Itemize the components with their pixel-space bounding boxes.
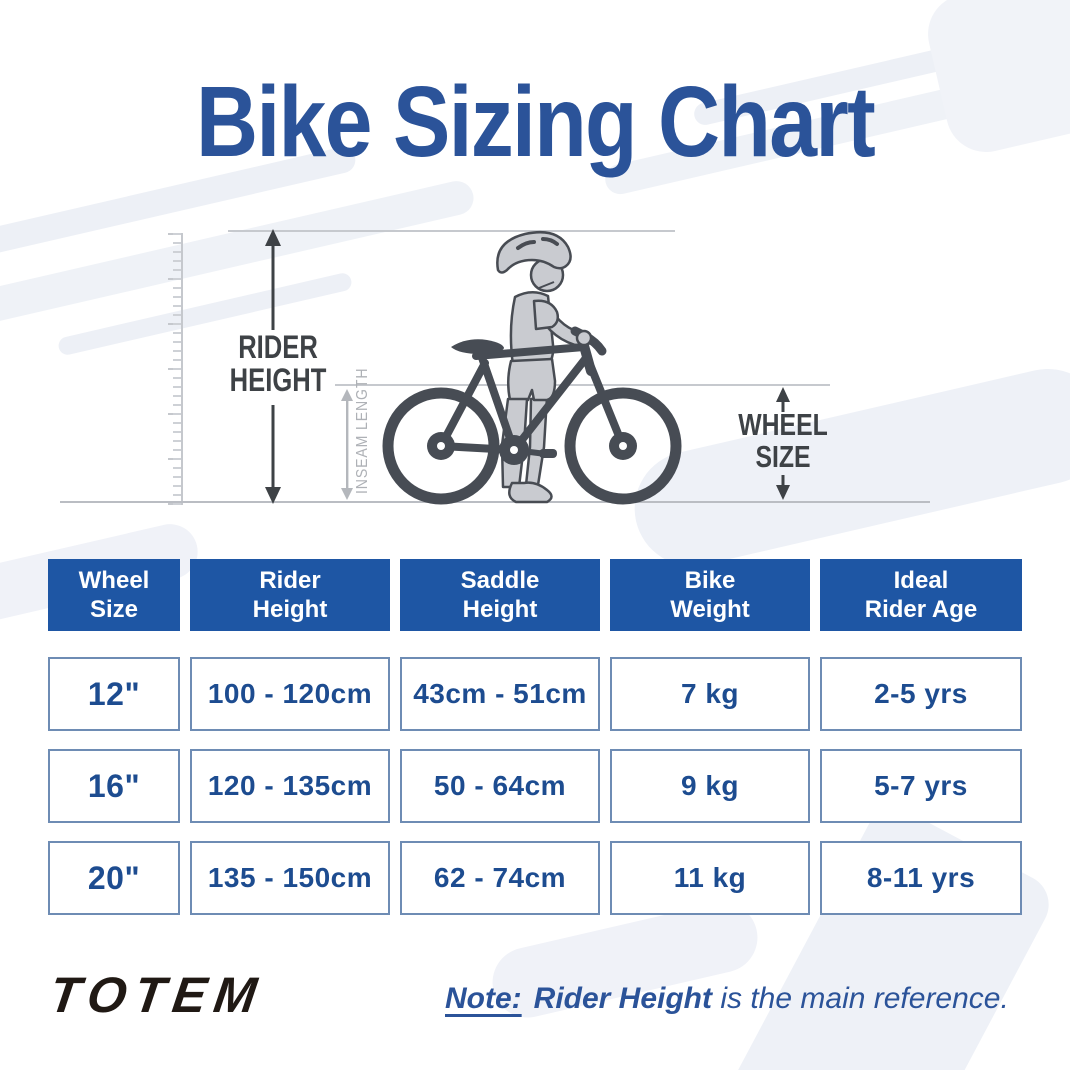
rider-hand [575,329,593,347]
ideal-age-value: 5-7 yrs [820,749,1022,823]
page-title: Bike Sizing Chart [195,66,876,178]
saddle-height-value: 62 - 74cm [400,841,600,915]
bike-weight-value: 9 kg [610,749,810,823]
header-wheel-size: Wheel Size [48,559,180,631]
wheel-size-arrows [776,387,790,500]
header-rider-height: Rider Height [190,559,390,631]
helmet-vents [516,237,559,250]
svg-text:INSEAM LENGTH: INSEAM LENGTH [353,368,371,494]
bike-weight-value: 11 kg [610,841,810,915]
rider-height-value: 135 - 150cm [190,841,390,915]
inseam-label: INSEAM LENGTH [353,368,371,494]
svg-text:WHEEL: WHEEL [738,407,828,441]
bicycle-graphic [382,326,682,505]
header-bike-weight: Bike Weight [610,559,810,631]
header-saddle-height: Saddle Height [400,559,600,631]
wheel-size-value: 12" [48,657,180,731]
front-wheel [564,387,682,505]
bike-weight-value: 7 kg [610,657,810,731]
ideal-age-value: 8-11 yrs [820,841,1022,915]
wheel-size-value: 20" [48,841,180,915]
rider-chin-strap [538,281,555,289]
rider-sleeve [532,299,560,331]
rider-height-arrow [265,229,281,504]
saddle-height-value: 50 - 64cm [400,749,600,823]
rider-height-label: RIDER HEIGHT [230,330,327,398]
svg-text:SIZE: SIZE [755,439,810,473]
rider-shorts [507,357,557,402]
rider-height-value: 100 - 120cm [190,657,390,731]
totem-brand-logo: TOTEM [46,967,269,1023]
inseam-arrow [341,389,353,500]
table-row: 20" 135 - 150cm 62 - 74cm 11 kg 8-11 yrs [48,841,1022,915]
ideal-age-value: 2-5 yrs [820,657,1022,731]
saddle-height-value: 43cm - 51cm [400,657,600,731]
footer-note: Note: Rider Height is the main reference. [445,982,1009,1015]
saddle [451,339,504,354]
wheel-size-value: 16" [48,749,180,823]
table-row: 16" 120 - 135cm 50 - 64cm 9 kg 5-7 yrs [48,749,1022,823]
height-ruler-icon [168,233,183,505]
rider-shoe [508,481,553,504]
table-header-row: Wheel Size Rider Height Saddle Height Bi… [48,559,1022,631]
svg-text:RIDER: RIDER [238,330,318,365]
svg-text:HEIGHT: HEIGHT [230,363,327,398]
pedal [539,449,557,458]
note-label: Note: [445,982,522,1015]
table-row: 12" 100 - 120cm 43cm - 51cm 7 kg 2-5 yrs [48,657,1022,731]
header-ideal-rider-age: Ideal Rider Age [820,559,1022,631]
note-emphasis: Rider Height [533,982,713,1015]
note-text: is the main reference. [712,982,1009,1015]
rider-height-value: 120 - 135cm [190,749,390,823]
bike-sizing-diagram: RIDER HEIGHT INSEAM LENGTH [60,229,930,505]
wheel-size-label: WHEEL SIZE [738,407,828,473]
